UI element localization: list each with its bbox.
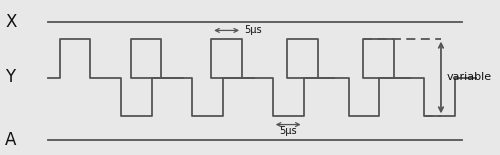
Text: X: X [5, 13, 16, 31]
Text: variable: variable [446, 73, 492, 82]
Text: Y: Y [5, 69, 15, 86]
Text: 5μs: 5μs [244, 25, 262, 35]
Text: A: A [5, 131, 16, 149]
Text: 5μs: 5μs [280, 126, 297, 136]
